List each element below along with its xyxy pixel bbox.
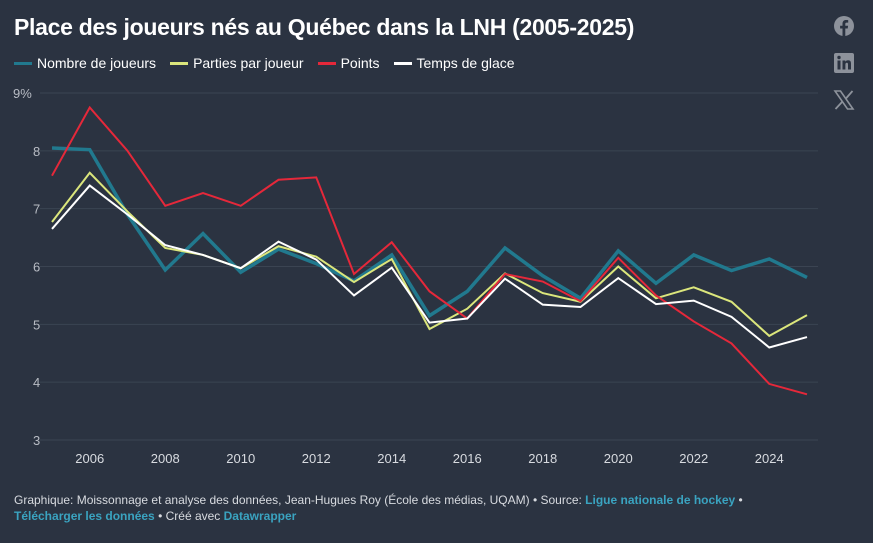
y-tick-label: 4	[33, 375, 40, 390]
linkedin-icon[interactable]	[833, 52, 855, 74]
legend-swatch	[14, 61, 32, 65]
x-tick-label: 2022	[679, 451, 708, 466]
y-tick-label: 5	[33, 317, 40, 332]
legend-label: Nombre de joueurs	[37, 55, 157, 71]
legend-label: Temps de glace	[416, 55, 515, 71]
download-data-link[interactable]: Télécharger les données	[14, 509, 155, 523]
legend: Nombre de joueurs Parties par joueur Poi…	[14, 55, 515, 71]
legend-item: Parties par joueur	[170, 55, 304, 71]
datawrapper-link[interactable]: Datawrapper	[223, 509, 297, 523]
footer: Graphique: Moissonnage et analyse des do…	[14, 492, 854, 524]
facebook-icon[interactable]	[833, 15, 855, 37]
x-tick-label: 2008	[151, 451, 180, 466]
x-tick-label: 2010	[226, 451, 255, 466]
legend-swatch	[393, 61, 412, 65]
credit-text: Graphique: Moissonnage et analyse des do…	[14, 493, 586, 507]
x-tick-label: 2016	[453, 451, 482, 466]
line-chart: 3 4 5 6 7 8 9% 2006 2008 2010 2012 2014 2016 2018 2020…	[13, 86, 818, 466]
series-line-temps-de-glace	[51, 184, 808, 349]
x-tick-label: 2014	[377, 451, 406, 466]
source-link[interactable]: Ligue nationale de hockey	[585, 493, 736, 507]
y-tick-label: 6	[33, 260, 40, 275]
series-line-nombre-de-joueurs	[51, 146, 808, 319]
legend-label: Parties par joueur	[193, 55, 304, 71]
legend-item: Nombre de joueurs	[14, 55, 156, 71]
legend-swatch	[170, 61, 189, 65]
legend-item: Points	[317, 55, 380, 71]
y-tick-label: 8	[33, 144, 40, 159]
x-tick-label: 2012	[302, 451, 331, 466]
x-tick-label: 2024	[755, 451, 784, 466]
legend-swatch	[317, 61, 336, 65]
separator: •	[735, 493, 743, 507]
chart-title: Place des joueurs nés au Québec dans la …	[14, 14, 635, 40]
x-icon[interactable]	[833, 89, 855, 111]
y-tick-label: 7	[33, 202, 40, 217]
x-tick-label: 2020	[604, 451, 633, 466]
series-line-points	[51, 105, 808, 396]
legend-item: Temps de glace	[393, 55, 515, 71]
x-tick-label: 2018	[528, 451, 557, 466]
y-tick-label: 3	[33, 433, 40, 448]
legend-label: Points	[340, 55, 380, 71]
x-tick-label: 2006	[75, 451, 104, 466]
created-with-text: • Créé avec	[154, 509, 224, 523]
y-tick-label: 9%	[13, 86, 32, 101]
series-line-parties-par-joueur	[51, 171, 808, 338]
